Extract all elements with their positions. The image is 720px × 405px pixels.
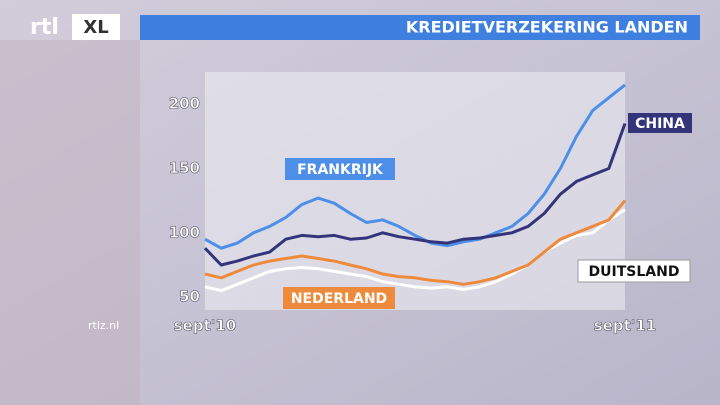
series-line (204, 208, 626, 293)
y-tick-label: 150 (169, 159, 200, 177)
x-tick-label: sept'11 (594, 317, 656, 335)
title-bar (140, 15, 700, 40)
chart-title: KREDIETVERZEKERING LANDEN (406, 18, 688, 37)
legend-label: NEDERLAND (291, 291, 387, 307)
legend-box (577, 259, 691, 283)
legend-box (628, 113, 692, 133)
plot-area (205, 72, 625, 310)
logo-badge-bg (72, 14, 120, 40)
series-line (204, 199, 627, 286)
y-tick-label: 100 (169, 223, 200, 241)
legend-label: FRANKRIJK (297, 162, 384, 178)
logo: rtl (30, 15, 59, 40)
background-photo (0, 40, 140, 405)
legend-label: DUITSLAND (589, 264, 680, 280)
plot: 50 100 150 200 sept'10 sept'11 FRANKRIJK CHINA D… (168, 83, 692, 335)
x-tick-label: sept'10 (174, 317, 236, 335)
series-line (204, 83, 626, 250)
source-url: rtlz.nl (88, 319, 119, 332)
logo-badge: XL (83, 17, 108, 38)
legend-box (283, 287, 395, 309)
series-line (203, 122, 627, 267)
legend-box (285, 158, 395, 180)
legend-label: CHINA (635, 116, 685, 132)
y-tick-label: 200 (169, 95, 200, 113)
y-tick-label: 50 (179, 288, 200, 306)
